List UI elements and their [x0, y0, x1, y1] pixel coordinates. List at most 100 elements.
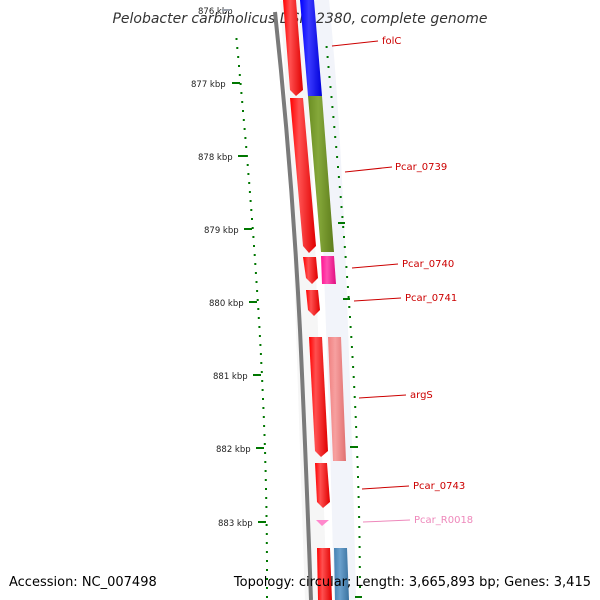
label-line-Pcar_R0018: [362, 519, 411, 523]
gc-plot-dot: [265, 515, 268, 517]
gc-plot-dot: [246, 164, 249, 166]
ruler-label-881: 881 kbp: [213, 372, 248, 382]
map-title: Pelobacter carbinolicus DSM 2380, comple…: [112, 11, 487, 27]
gc-plot-dot: [354, 416, 357, 418]
cds-feature-next[interactable]: [317, 548, 332, 600]
gc-plot-dot: [251, 227, 254, 229]
gc-plot-dot: [249, 200, 252, 202]
gc-plot-dot: [238, 74, 241, 76]
gc-plot-dot: [236, 47, 239, 49]
gc-plot-dot: [358, 546, 361, 548]
gc-plot-dot: [260, 371, 263, 373]
cds-feature-Pcar_0739[interactable]: [290, 98, 316, 253]
rna-feature-Pcar_R0018[interactable]: [316, 520, 329, 526]
gene-label-Pcar_0739[interactable]: Pcar_0739: [395, 162, 447, 173]
gc-plot-dash: [350, 446, 357, 448]
gene-label-argS[interactable]: argS: [410, 390, 433, 401]
gc-plot-dot: [256, 299, 259, 301]
gc-plot-dot: [357, 476, 359, 478]
gc-plot-dot: [345, 266, 348, 268]
label-line-argS: [358, 394, 407, 399]
gc-plot-dot: [266, 587, 268, 589]
ruler-label-876: 876 kbp: [198, 7, 233, 17]
ruler-tick-883: [258, 521, 266, 523]
gc-plot-dot: [237, 56, 240, 58]
gc-plot-dot: [349, 326, 352, 328]
gc-plot-dot: [265, 533, 268, 535]
gc-plot-dot: [342, 226, 345, 228]
cog-block-next[interactable]: [334, 548, 349, 600]
gc-plot-dot: [261, 389, 264, 391]
gc-plot-dot: [256, 290, 259, 292]
gc-plot-dot: [255, 281, 258, 283]
label-line-folC: [331, 40, 379, 47]
cds-track: [283, 0, 332, 600]
gc-plot-dot: [259, 344, 262, 346]
gc-plot-dot: [341, 216, 344, 218]
gene-label-Pcar_R0018[interactable]: Pcar_R0018: [414, 515, 473, 526]
gc-plot-dot: [266, 578, 268, 580]
gc-plot-dot: [358, 536, 361, 538]
gene-label-Pcar_0743[interactable]: Pcar_0743: [413, 481, 465, 492]
gc-plot-dot: [265, 506, 268, 508]
cds-feature-Pcar_0741[interactable]: [306, 290, 320, 316]
gc-plot-dot: [239, 83, 242, 85]
gc-plot-dot: [356, 456, 359, 458]
label-line-Pcar_0741: [353, 297, 402, 302]
gc-plot-dot: [262, 398, 264, 400]
gc-plot-dot: [329, 86, 332, 88]
gc-plot-dot: [242, 119, 245, 121]
gc-plot-dot: [265, 524, 268, 526]
gc-plot-dot: [354, 406, 357, 408]
gc-plot-dot: [349, 316, 351, 318]
gc-plot-dot: [335, 146, 338, 148]
gc-plot-dot: [264, 452, 267, 454]
cog-track: [300, 0, 349, 600]
gc-plot-dot: [257, 308, 260, 310]
gc-plot-dot: [357, 506, 360, 508]
genome-backbone: [273, 11, 313, 600]
cog-block-Pcar_0739[interactable]: [308, 96, 334, 252]
cog-block-Pcar_0740[interactable]: [321, 256, 336, 284]
gc-plot-dot: [331, 106, 334, 108]
gc-plot-dot: [263, 425, 266, 427]
gc-plot-dot: [350, 336, 353, 338]
gc-plot-dot: [258, 335, 261, 337]
gene-label-folC[interactable]: folC: [382, 36, 401, 47]
gc-plot-dot: [263, 443, 266, 445]
cds-feature-argS[interactable]: [309, 337, 328, 457]
gc-plot-dash: [343, 298, 350, 300]
cog-block-argS[interactable]: [328, 337, 346, 461]
gc-plot-dot: [245, 155, 248, 157]
gc-plot-dot: [266, 560, 268, 562]
cds-feature-Pcar_0743[interactable]: [315, 463, 330, 508]
gene-label-Pcar_0740[interactable]: Pcar_0740: [402, 259, 454, 270]
label-line-Pcar_0739: [344, 166, 393, 173]
cog-block-folC[interactable]: [300, 0, 322, 96]
gc-plot-dot: [353, 396, 356, 398]
gc-plot-dot: [340, 206, 343, 208]
ruler-tick-879: [244, 228, 252, 230]
gc-plot-dot: [357, 496, 360, 498]
gc-plot-dot: [334, 136, 337, 138]
gc-plot-dot: [343, 236, 345, 238]
gc-plot-dot: [358, 556, 361, 558]
gc-plot-dot: [238, 65, 240, 67]
gc-plot-dash: [355, 596, 362, 598]
gc-plot-dot: [339, 196, 342, 198]
gc-plot-dot: [352, 366, 355, 368]
gc-plot-dot: [254, 263, 257, 265]
accession-text: Accession: NC_007498: [9, 575, 157, 590]
gc-plot-dot: [337, 176, 340, 178]
gc-plot-dot: [253, 245, 255, 247]
ruler-label-880: 880 kbp: [209, 299, 244, 309]
gc-plot-dot: [330, 96, 333, 98]
gc-plot-dot: [265, 497, 268, 499]
cds-feature-folC[interactable]: [283, 0, 303, 96]
gc-plot-dot: [343, 246, 346, 248]
gene-label-Pcar_0741[interactable]: Pcar_0741: [405, 293, 457, 304]
gc-plot-dash: [338, 222, 345, 224]
ruler-tick-878: [238, 155, 246, 157]
cds-feature-Pcar_0740[interactable]: [303, 257, 318, 284]
gc-plot-dot: [257, 317, 260, 319]
